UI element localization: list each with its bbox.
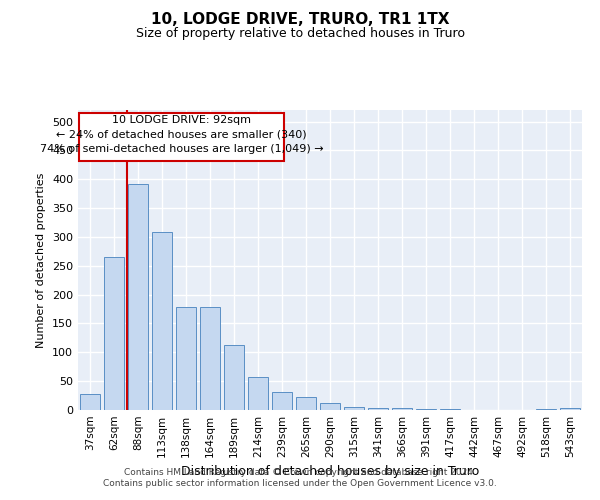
Bar — [200, 308, 220, 410]
Bar — [79, 113, 284, 161]
Bar — [320, 403, 340, 410]
Bar — [224, 345, 244, 410]
Text: 74% of semi-detached houses are larger (1,049) →: 74% of semi-detached houses are larger (… — [40, 144, 323, 154]
Bar — [248, 377, 268, 410]
Bar — [368, 408, 388, 410]
Text: 10, LODGE DRIVE, TRURO, TR1 1TX: 10, LODGE DRIVE, TRURO, TR1 1TX — [151, 12, 449, 28]
Text: Size of property relative to detached houses in Truro: Size of property relative to detached ho… — [136, 28, 464, 40]
Bar — [560, 408, 580, 410]
Text: Contains HM Land Registry data © Crown copyright and database right 2024.
Contai: Contains HM Land Registry data © Crown c… — [103, 468, 497, 487]
Bar — [344, 406, 364, 410]
Bar — [272, 392, 292, 410]
Bar — [392, 408, 412, 410]
Bar — [80, 394, 100, 410]
Bar — [104, 257, 124, 410]
Bar — [152, 232, 172, 410]
Text: ← 24% of detached houses are smaller (340): ← 24% of detached houses are smaller (34… — [56, 130, 307, 140]
Bar — [128, 184, 148, 410]
X-axis label: Distribution of detached houses by size in Truro: Distribution of detached houses by size … — [181, 466, 479, 478]
Text: 10 LODGE DRIVE: 92sqm: 10 LODGE DRIVE: 92sqm — [112, 115, 251, 125]
Bar — [296, 396, 316, 410]
Bar — [176, 308, 196, 410]
Y-axis label: Number of detached properties: Number of detached properties — [37, 172, 46, 348]
